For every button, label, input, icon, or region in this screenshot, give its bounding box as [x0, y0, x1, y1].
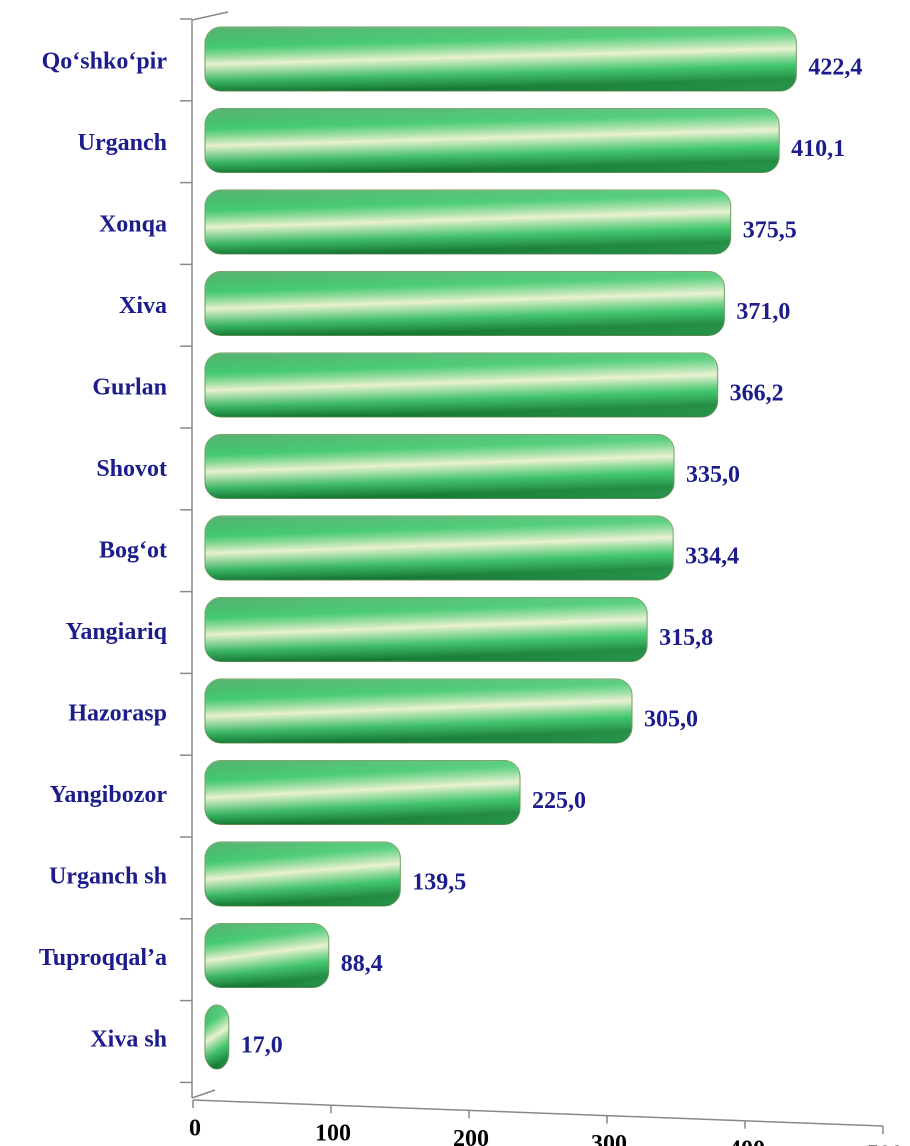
bar-shade — [205, 353, 718, 417]
value-label: 422,4 — [808, 55, 862, 81]
value-label: 366,2 — [730, 381, 784, 407]
bar-shade — [205, 842, 401, 906]
bar-shade — [205, 679, 632, 743]
value-label: 334,4 — [685, 544, 739, 570]
value-label: 315,8 — [659, 625, 713, 651]
value-label: 410,1 — [791, 136, 845, 162]
y-tick-label: Gurlan — [92, 375, 167, 401]
x-tick-label: 300 — [591, 1131, 627, 1146]
y-tick-label: Yangiariq — [66, 619, 168, 645]
y-tick-label: Bog‘ot — [99, 538, 167, 564]
value-label: 335,0 — [686, 462, 740, 488]
x-tick-label: 200 — [453, 1126, 489, 1146]
bar-shade — [205, 1005, 229, 1069]
y-tick-label: Qo‘shko‘pir — [42, 49, 168, 75]
value-label: 88,4 — [341, 951, 383, 977]
value-label: 305,0 — [644, 707, 698, 733]
value-label: 139,5 — [412, 870, 466, 896]
value-label: 225,0 — [532, 788, 586, 814]
y-tick-label: Tuproqqal’a — [39, 945, 167, 971]
y-tick-label: Urganch sh — [49, 864, 167, 890]
bar-shade — [205, 760, 520, 825]
y-tick-label: Xonqa — [99, 212, 167, 238]
bar-shade — [205, 271, 725, 336]
bar-shade — [205, 597, 648, 662]
x-axis-line — [192, 1099, 884, 1127]
x-tick-label: 500 — [867, 1142, 903, 1146]
y-tick-label: Xiva — [119, 293, 167, 319]
y-tick-label: Shovot — [96, 456, 167, 482]
x-tick-label: 0 — [189, 1116, 201, 1142]
bar-shade — [205, 27, 797, 91]
y-tick-label: Urganch — [78, 130, 167, 156]
y-tick-label: Hazorasp — [68, 701, 167, 727]
value-label: 375,5 — [743, 218, 797, 244]
y-tick-label: Xiva sh — [90, 1027, 167, 1053]
value-label: 371,0 — [736, 299, 790, 325]
bar-shade — [205, 516, 674, 580]
x-tick-label: 400 — [729, 1136, 765, 1146]
bar-shade — [205, 434, 674, 499]
bar-shade — [205, 923, 329, 988]
value-label: 17,0 — [241, 1033, 283, 1059]
x-tick-label: 100 — [315, 1121, 351, 1146]
bar-shade — [205, 108, 780, 173]
bar-shade — [205, 190, 731, 254]
y-tick-label: Yangibozor — [50, 782, 168, 808]
